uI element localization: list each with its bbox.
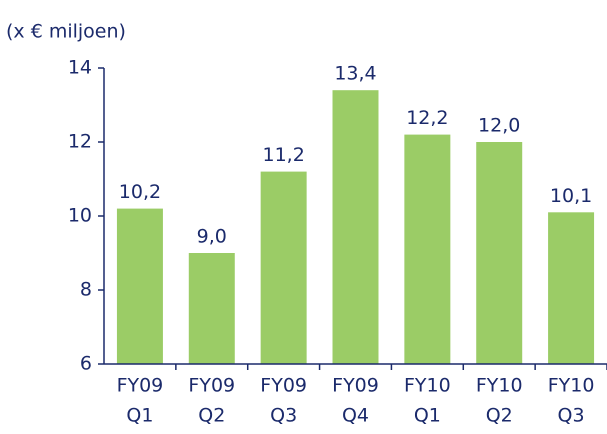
value-label: 12,2	[406, 107, 448, 129]
bar	[548, 212, 595, 364]
y-tick-label: 10	[68, 205, 92, 227]
x-tick-label: FY09	[332, 375, 379, 397]
bar	[116, 208, 163, 364]
x-tick-label: FY10	[404, 375, 451, 397]
x-tick-label: FY09	[188, 375, 235, 397]
bar	[188, 253, 235, 364]
value-label: 11,2	[262, 144, 304, 166]
value-label: 10,1	[550, 185, 592, 207]
x-tick-label: FY09	[117, 375, 164, 397]
x-tick-label: FY09	[260, 375, 307, 397]
value-label: 9,0	[197, 226, 227, 248]
x-tick-label: Q4	[342, 405, 369, 427]
x-tick-label: Q2	[198, 405, 225, 427]
y-tick-label: 14	[68, 57, 92, 79]
x-tick-label: Q1	[126, 405, 153, 427]
x-tick-label: FY10	[476, 375, 523, 397]
bar	[404, 134, 451, 364]
y-tick-label: 8	[80, 279, 92, 301]
value-label: 10,2	[119, 181, 161, 203]
x-tick-label: Q3	[558, 405, 585, 427]
x-tick-label: Q2	[486, 405, 513, 427]
value-label: 12,0	[478, 115, 520, 137]
x-tick-label: Q1	[414, 405, 441, 427]
y-tick-label: 12	[68, 131, 92, 153]
x-tick-label: FY10	[548, 375, 595, 397]
value-label: 13,4	[334, 63, 376, 85]
y-tick-label: 6	[80, 353, 92, 375]
bar	[332, 90, 379, 364]
y-axis-label: (x € miljoen)	[6, 21, 126, 43]
x-tick-label: Q3	[270, 405, 297, 427]
bar	[260, 171, 307, 364]
bar	[476, 142, 523, 364]
